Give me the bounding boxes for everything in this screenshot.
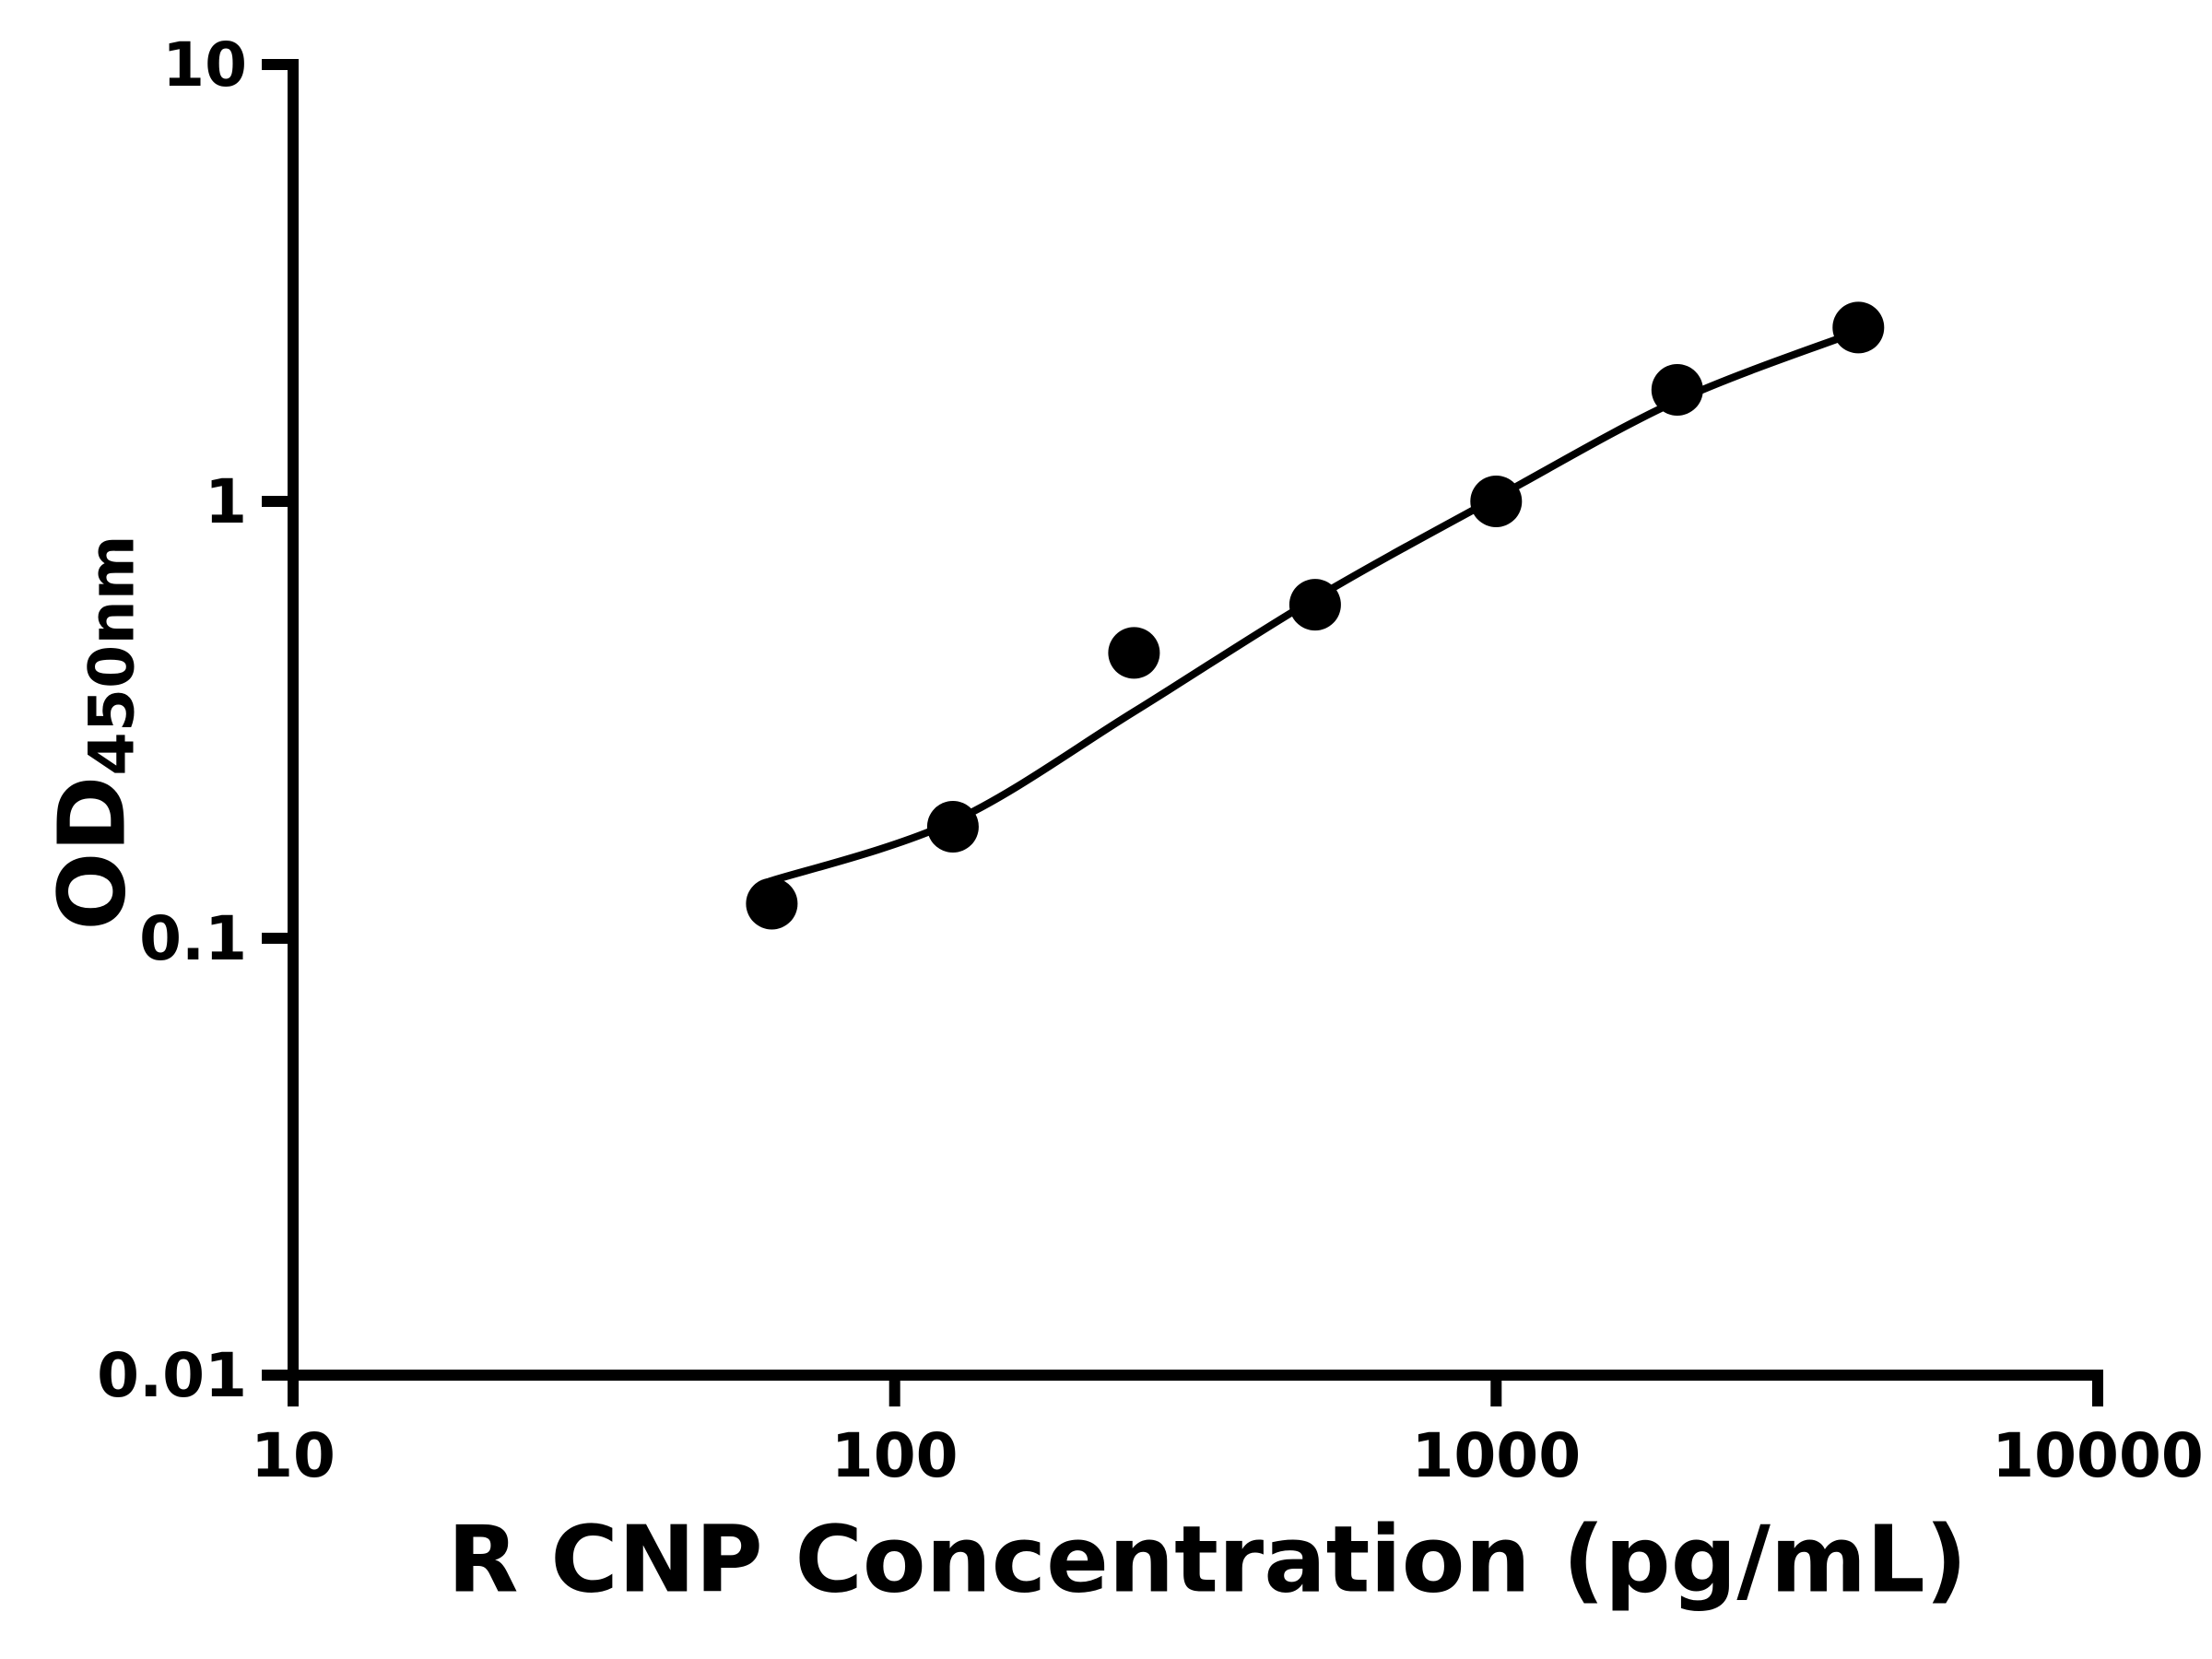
data-point	[1470, 476, 1523, 527]
x-axis-title: R CNP Concentration (pg/mL)	[447, 1505, 1968, 1614]
x-tick-label: 100	[831, 1420, 959, 1491]
y-tick-label: 0.1	[139, 903, 247, 974]
y-axis-title-main: OD	[38, 775, 147, 931]
data-point	[1832, 301, 1885, 354]
x-tick-label: 1000	[1411, 1420, 1581, 1491]
y-axis-title: OD450nm	[38, 535, 149, 931]
y-tick-label: 10	[162, 29, 247, 100]
y-axis-title-sub: 450nm	[76, 535, 149, 776]
data-point	[1288, 579, 1341, 631]
data-point	[746, 877, 798, 930]
data-point	[1108, 627, 1160, 679]
y-tick-label: 0.01	[97, 1340, 247, 1411]
axes	[288, 59, 2103, 1381]
x-tick-label: 10	[251, 1420, 335, 1491]
data-point	[1651, 364, 1703, 416]
x-tick-label: 10000	[1992, 1420, 2204, 1491]
y-tick-label: 1	[205, 466, 247, 537]
data-point	[926, 801, 979, 853]
